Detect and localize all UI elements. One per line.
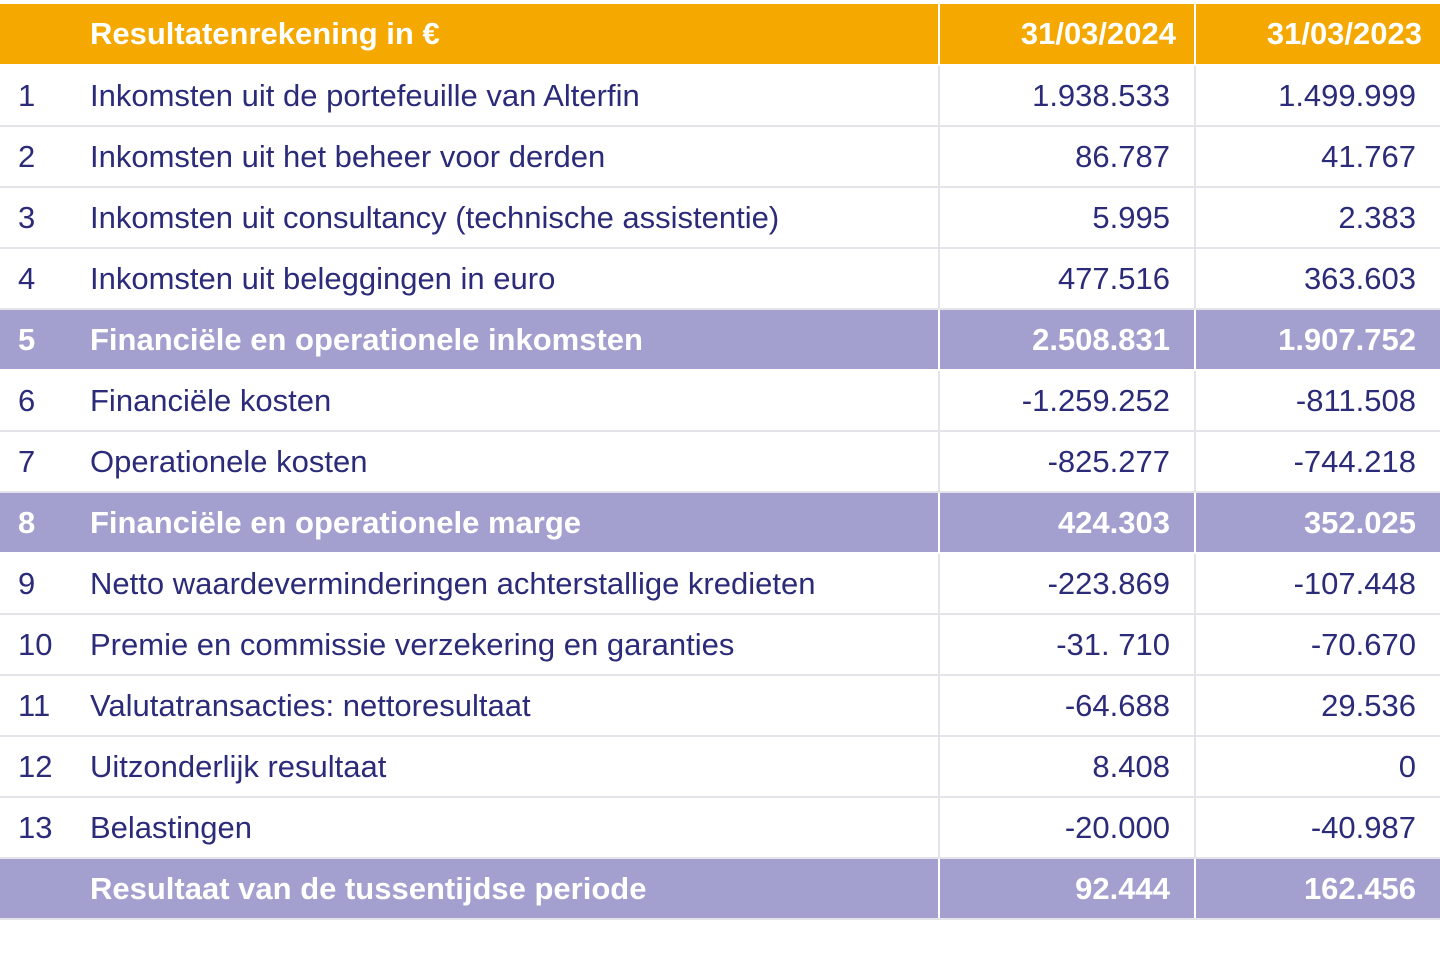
table-row: 12 Uitzonderlijk resultaat 8.408 0 xyxy=(0,736,1440,798)
subtotal-row: 8 Financiële en operationele marge 424.3… xyxy=(0,492,1440,554)
header-col-2023: 31/03/2023 xyxy=(1194,4,1440,66)
row-number: 8 xyxy=(0,492,78,554)
row-value-2024: -825.277 xyxy=(938,431,1195,493)
table-row: 4 Inkomsten uit beleggingen in euro 477.… xyxy=(0,248,1440,310)
table-row: 1 Inkomsten uit de portefeuille van Alte… xyxy=(0,65,1440,127)
row-value-2023: -70.670 xyxy=(1194,614,1440,676)
row-value-2024: 1.938.533 xyxy=(938,65,1195,127)
total-row: Resultaat van de tussentijdse periode 92… xyxy=(0,858,1440,920)
row-value-2024: 477.516 xyxy=(938,248,1195,310)
row-value-2023: -744.218 xyxy=(1194,431,1440,493)
row-number: 10 xyxy=(0,614,78,676)
table-row: 13 Belastingen -20.000 -40.987 xyxy=(0,797,1440,859)
row-value-2023: -811.508 xyxy=(1194,370,1440,432)
row-number: 11 xyxy=(0,675,78,737)
total-value-2024: 92.444 xyxy=(938,858,1195,920)
row-value-2023: 363.603 xyxy=(1194,248,1440,310)
subtotal-row: 5 Financiële en operationele inkomsten 2… xyxy=(0,309,1440,371)
table-row: 11 Valutatransacties: nettoresultaat -64… xyxy=(0,675,1440,737)
row-number: 2 xyxy=(0,126,78,188)
row-label: Inkomsten uit consultancy (technische as… xyxy=(78,187,939,249)
row-number: 1 xyxy=(0,65,78,127)
row-label: Financiële en operationele marge xyxy=(78,492,939,554)
row-number: 12 xyxy=(0,736,78,798)
row-value-2024: -1.259.252 xyxy=(938,370,1195,432)
row-number: 7 xyxy=(0,431,78,493)
table-row: 6 Financiële kosten -1.259.252 -811.508 xyxy=(0,370,1440,432)
row-label: Financiële en operationele inkomsten xyxy=(78,309,939,371)
row-number: 9 xyxy=(0,553,78,615)
row-number: 5 xyxy=(0,309,78,371)
row-number: 3 xyxy=(0,187,78,249)
row-number: 13 xyxy=(0,797,78,859)
row-value-2023: 1.907.752 xyxy=(1194,309,1440,371)
total-value-2023: 162.456 xyxy=(1194,858,1440,920)
row-label: Premie en commissie verzekering en garan… xyxy=(78,614,939,676)
row-label: Inkomsten uit de portefeuille van Alterf… xyxy=(78,65,939,127)
table-header-row: Resultatenrekening in € 31/03/2024 31/03… xyxy=(0,4,1440,66)
row-label: Uitzonderlijk resultaat xyxy=(78,736,939,798)
row-value-2024: 86.787 xyxy=(938,126,1195,188)
row-label: Inkomsten uit beleggingen in euro xyxy=(78,248,939,310)
row-label: Inkomsten uit het beheer voor derden xyxy=(78,126,939,188)
row-label: Operationele kosten xyxy=(78,431,939,493)
row-value-2023: 29.536 xyxy=(1194,675,1440,737)
row-label: Valutatransacties: nettoresultaat xyxy=(78,675,939,737)
row-value-2024: 8.408 xyxy=(938,736,1195,798)
header-col-2024: 31/03/2024 xyxy=(938,4,1195,66)
row-label: Netto waardeverminderingen achterstallig… xyxy=(78,553,939,615)
table-row: 7 Operationele kosten -825.277 -744.218 xyxy=(0,431,1440,493)
header-title: Resultatenrekening in € xyxy=(78,4,939,66)
row-value-2024: 424.303 xyxy=(938,492,1195,554)
row-value-2023: 0 xyxy=(1194,736,1440,798)
row-label: Financiële kosten xyxy=(78,370,939,432)
row-value-2024: -20.000 xyxy=(938,797,1195,859)
row-label: Belastingen xyxy=(78,797,939,859)
row-value-2024: 5.995 xyxy=(938,187,1195,249)
table-row: 2 Inkomsten uit het beheer voor derden 8… xyxy=(0,126,1440,188)
row-value-2024: 2.508.831 xyxy=(938,309,1195,371)
total-num-cell xyxy=(0,858,78,920)
row-value-2024: -64.688 xyxy=(938,675,1195,737)
total-label: Resultaat van de tussentijdse periode xyxy=(78,858,939,920)
row-value-2023: 2.383 xyxy=(1194,187,1440,249)
row-value-2023: 352.025 xyxy=(1194,492,1440,554)
header-num-cell xyxy=(0,4,78,66)
row-value-2024: -223.869 xyxy=(938,553,1195,615)
income-statement-table: Resultatenrekening in € 31/03/2024 31/03… xyxy=(0,4,1440,920)
row-value-2023: -107.448 xyxy=(1194,553,1440,615)
row-value-2023: 1.499.999 xyxy=(1194,65,1440,127)
row-value-2023: -40.987 xyxy=(1194,797,1440,859)
table-row: 3 Inkomsten uit consultancy (technische … xyxy=(0,187,1440,249)
row-number: 6 xyxy=(0,370,78,432)
row-value-2023: 41.767 xyxy=(1194,126,1440,188)
row-value-2024: -31. 710 xyxy=(938,614,1195,676)
table-row: 10 Premie en commissie verzekering en ga… xyxy=(0,614,1440,676)
table-row: 9 Netto waardeverminderingen achterstall… xyxy=(0,553,1440,615)
row-number: 4 xyxy=(0,248,78,310)
